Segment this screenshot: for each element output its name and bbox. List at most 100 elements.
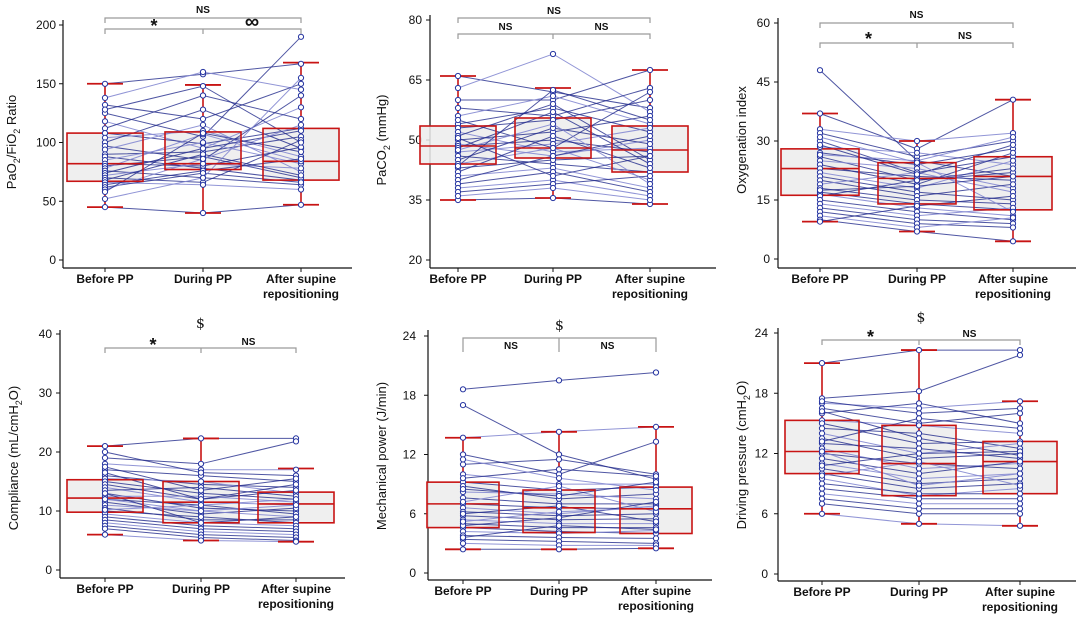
y-tick-label: 30 bbox=[39, 386, 53, 400]
compliance-panel: Compliance (mL/cmH2O) 0 10 20 30 40 Before PP D… bbox=[6, 316, 345, 611]
significance-before-vs-during: * bbox=[865, 29, 872, 49]
y-tick-label: 65 bbox=[409, 73, 423, 87]
significance-bracket-pairs bbox=[104, 347, 297, 353]
data-point bbox=[915, 520, 923, 527]
data-point bbox=[1016, 458, 1024, 465]
data-point bbox=[454, 192, 462, 200]
data-point bbox=[297, 86, 305, 93]
significance-bracket-pairs bbox=[819, 42, 1014, 48]
data-point bbox=[199, 121, 207, 129]
category-label-before-pp: Before PP bbox=[791, 272, 848, 286]
category-label-after-supine: After supine repositioning bbox=[618, 584, 694, 613]
data-point bbox=[818, 495, 826, 502]
y-tick-label: 18 bbox=[403, 388, 417, 402]
data-point bbox=[555, 492, 563, 500]
data-point bbox=[101, 195, 109, 202]
data-point bbox=[549, 172, 557, 180]
data-point bbox=[913, 171, 921, 178]
data-point bbox=[549, 50, 557, 58]
category-label-during-pp: During PP bbox=[888, 272, 946, 286]
data-point bbox=[915, 465, 923, 472]
significance-bracket-pairs bbox=[457, 33, 651, 39]
data-point bbox=[1009, 181, 1017, 188]
significance-bracket-overall bbox=[457, 17, 651, 23]
significance-during-vs-after: NS bbox=[601, 341, 615, 352]
data-point bbox=[297, 127, 305, 134]
data-point bbox=[549, 184, 557, 192]
data-point bbox=[646, 116, 654, 124]
y-axis-label: Compliance (mL/cmH2O) bbox=[6, 386, 24, 530]
data-point bbox=[555, 475, 563, 482]
y-tick-label: 150 bbox=[36, 77, 56, 91]
category-label-before-pp: Before PP bbox=[793, 585, 850, 599]
data-point bbox=[1009, 238, 1017, 245]
significance-bracket-overall bbox=[819, 22, 1014, 28]
data-point bbox=[292, 475, 300, 482]
data-point bbox=[101, 204, 109, 211]
data-point bbox=[652, 545, 660, 552]
data-point bbox=[913, 228, 921, 235]
data-point bbox=[915, 475, 923, 482]
data-point bbox=[197, 519, 205, 526]
data-point bbox=[549, 144, 557, 152]
significance-overall: NS bbox=[196, 5, 210, 16]
data-point bbox=[818, 472, 826, 479]
data-point bbox=[459, 461, 467, 468]
data-point bbox=[454, 116, 462, 124]
data-point bbox=[459, 402, 467, 409]
data-point bbox=[297, 139, 305, 146]
data-point bbox=[652, 473, 660, 480]
data-point bbox=[297, 179, 305, 186]
data-point bbox=[1016, 522, 1024, 529]
data-point bbox=[816, 110, 824, 117]
data-point bbox=[297, 115, 305, 123]
significance-during-vs-after: NS bbox=[595, 22, 609, 33]
data-point bbox=[555, 522, 563, 529]
data-point bbox=[818, 438, 826, 445]
data-point bbox=[915, 388, 923, 395]
data-point bbox=[1016, 495, 1024, 502]
data-point bbox=[549, 152, 557, 160]
data-point bbox=[197, 507, 205, 515]
y-axis-label: Oxygenation index bbox=[734, 86, 749, 194]
y-tick-label: 15 bbox=[757, 193, 771, 207]
data-point bbox=[1016, 490, 1024, 497]
data-point bbox=[549, 86, 557, 94]
data-point bbox=[199, 139, 207, 146]
data-point bbox=[818, 510, 826, 517]
data-point bbox=[297, 201, 305, 208]
data-point bbox=[297, 172, 305, 179]
data-point bbox=[1009, 134, 1017, 141]
data-point bbox=[818, 430, 826, 437]
data-point bbox=[646, 132, 654, 140]
data-point bbox=[818, 462, 826, 469]
y-tick-label: 6 bbox=[409, 507, 416, 521]
data-point bbox=[549, 194, 557, 202]
data-point bbox=[915, 405, 923, 412]
data-point bbox=[1016, 475, 1024, 482]
data-point bbox=[101, 469, 109, 476]
data-point bbox=[816, 141, 824, 148]
y-tick-label: 200 bbox=[36, 18, 56, 32]
data-point bbox=[197, 502, 205, 509]
data-point bbox=[1016, 470, 1024, 477]
y-tick-label: 0 bbox=[763, 252, 770, 266]
data-point bbox=[652, 487, 660, 494]
data-point bbox=[555, 483, 563, 490]
data-point bbox=[652, 535, 660, 542]
category-label-after-supine: After supine repositioning bbox=[982, 585, 1058, 614]
data-point bbox=[549, 132, 557, 140]
category-label-after-supine: After supine repositioning bbox=[975, 272, 1051, 301]
data-point bbox=[1009, 141, 1017, 148]
data-point bbox=[646, 172, 654, 180]
significance-before-vs-during: NS bbox=[504, 341, 518, 352]
data-point bbox=[818, 455, 826, 462]
data-point bbox=[555, 377, 563, 384]
data-point bbox=[646, 124, 654, 132]
y-tick-label: 50 bbox=[43, 194, 57, 208]
data-point bbox=[555, 508, 563, 515]
data-point bbox=[549, 92, 557, 100]
data-point bbox=[459, 534, 467, 541]
y-tick-label: 100 bbox=[36, 136, 56, 150]
data-point bbox=[454, 96, 462, 104]
